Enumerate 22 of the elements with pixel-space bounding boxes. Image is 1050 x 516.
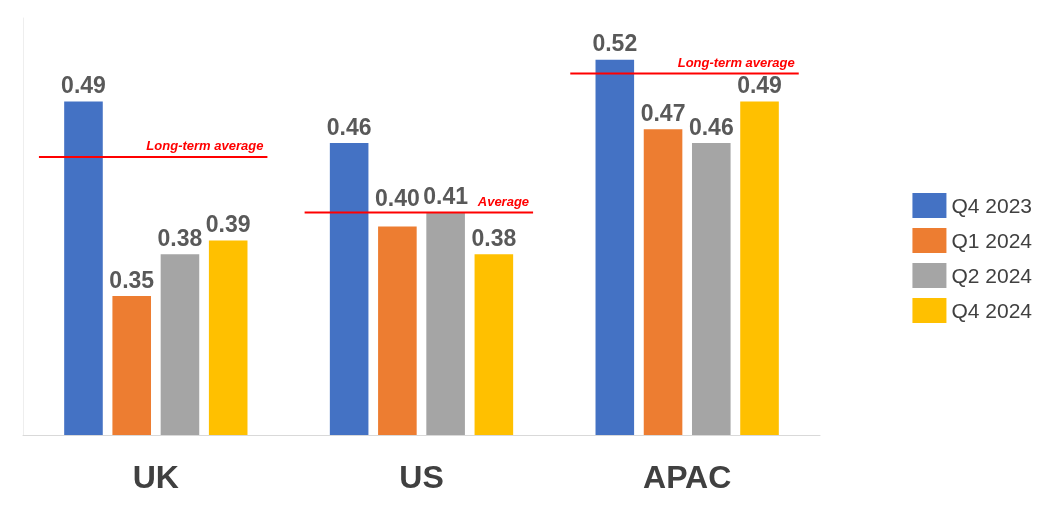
legend-label: Q2 2024 — [951, 264, 1033, 287]
data-label: 0.39 — [205, 210, 251, 237]
ref-line-label: Long-term average — [677, 54, 795, 70]
ref-line-label: Average — [476, 193, 530, 209]
data-label: 0.38 — [157, 224, 203, 251]
x-tick-label: US — [399, 459, 444, 495]
data-label: 0.41 — [423, 183, 469, 210]
data-label: 0.38 — [471, 224, 517, 251]
data-label: 0.35 — [109, 266, 155, 293]
data-label: 0.49 — [737, 71, 782, 98]
legend-label: Q4 2024 — [951, 299, 1033, 322]
data-label: 0.52 — [592, 30, 638, 57]
data-label: 0.40 — [375, 185, 420, 212]
data-label: 0.46 — [688, 113, 734, 140]
x-tick-label: APAC — [643, 459, 732, 495]
data-label: 0.49 — [61, 71, 106, 98]
legend-label: Q1 2024 — [951, 229, 1033, 252]
x-tick-label: UK — [132, 459, 179, 495]
legend-label: Q4 2023 — [951, 194, 1033, 217]
ref-line-label: Long-term average — [146, 138, 264, 153]
data-label: 0.47 — [640, 99, 686, 126]
data-label: 0.46 — [326, 113, 372, 140]
